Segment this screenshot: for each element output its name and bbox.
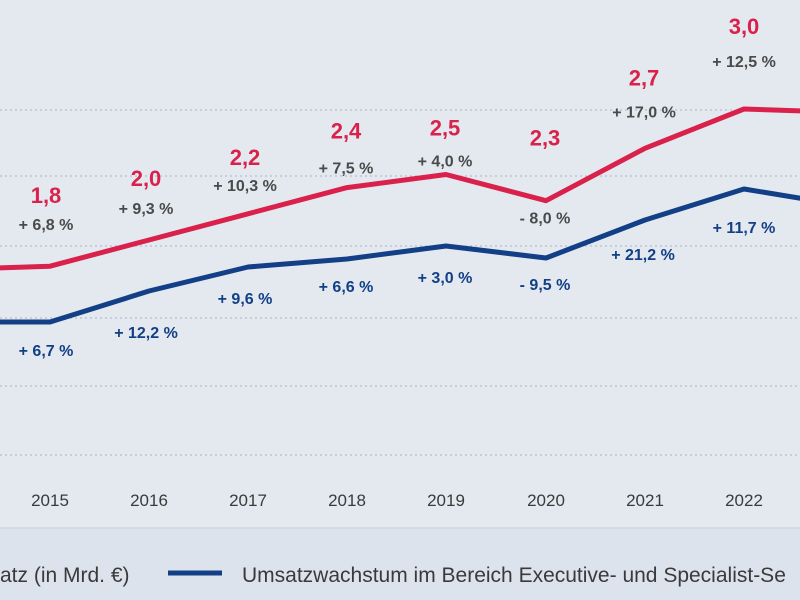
series-lines: [0, 106, 800, 325]
total-value-label: 2,7: [629, 65, 660, 90]
executive-growth-label: + 12,2 %: [114, 325, 178, 342]
total-value-label: 1,8: [31, 183, 62, 208]
total-growth-label: + 12,5 %: [712, 54, 776, 71]
x-tick-label: 2022: [725, 491, 763, 510]
x-tick-label: 2015: [31, 491, 69, 510]
total-value-label: 2,0: [131, 166, 162, 191]
executive-growth-label: + 6,6 %: [319, 279, 374, 296]
total-growth-label: + 7,5 %: [319, 161, 374, 178]
gridlines: [0, 109, 800, 456]
total-growth-label: - 8,0 %: [520, 211, 571, 228]
executive-growth-label: + 21,2 %: [611, 247, 675, 264]
x-axis-tick-labels: 2015 2016 2017 2018 2019 2020 2021 2022: [31, 491, 763, 510]
legend: atz (in Mrd. €) Umsatzwachstum im Bereic…: [0, 527, 800, 600]
total-growth-label: + 4,0 %: [418, 154, 473, 171]
x-tick-label: 2018: [328, 491, 366, 510]
executive-growth-label: + 6,7 %: [19, 343, 74, 360]
total-value-label: 2,2: [230, 145, 261, 170]
executive-growth-label: + 11,7 %: [713, 220, 776, 237]
x-tick-label: 2019: [427, 491, 465, 510]
total-growth-label: + 10,3 %: [213, 178, 277, 195]
executive-growth-label: + 9,6 %: [218, 291, 273, 308]
total-value-label: 2,3: [530, 126, 561, 151]
total-growth-label: + 17,0 %: [612, 104, 676, 121]
x-tick-label: 2021: [626, 491, 664, 510]
x-tick-label: 2020: [527, 491, 565, 510]
x-tick-label: 2017: [229, 491, 267, 510]
total-revenue-line: [0, 106, 800, 271]
x-tick-label: 2016: [130, 491, 168, 510]
executive-growth-label: + 3,0 %: [418, 270, 473, 287]
legend-label-total: atz (in Mrd. €): [0, 564, 130, 587]
total-value-label: 2,4: [331, 119, 362, 144]
total-value-label: 2,5: [430, 116, 461, 141]
total-value-label: 3,0: [729, 14, 760, 39]
executive-growth-line: [0, 186, 800, 325]
data-labels: 1,8 + 6,8 % 2,0 + 9,3 % 2,2 + 10,3 % 2,4 + 7,5 …: [19, 14, 776, 360]
total-growth-label: + 6,8 %: [19, 217, 74, 234]
legend-label-exec: Umsatzwachstum im Bereich Executive- und…: [242, 564, 786, 587]
legend-background: [0, 528, 800, 600]
executive-growth-label: - 9,5 %: [520, 277, 571, 294]
total-growth-label: + 9,3 %: [119, 201, 174, 218]
